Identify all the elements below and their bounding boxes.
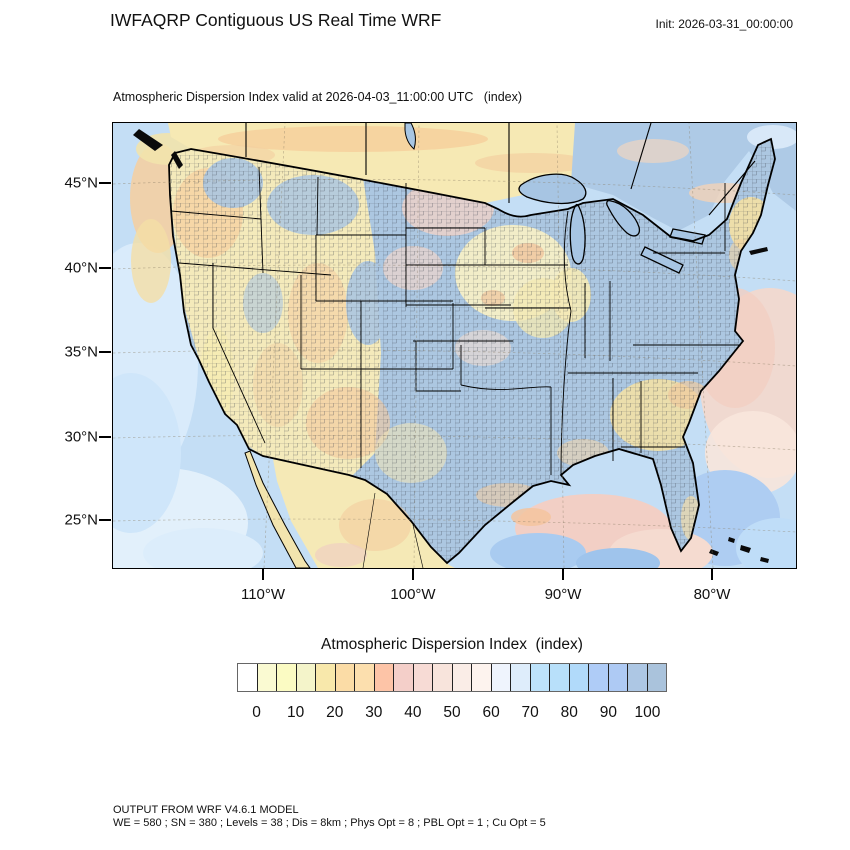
vancouver-island bbox=[133, 129, 163, 151]
colorbar-cell bbox=[646, 664, 666, 691]
colorbar-title: Atmospheric Dispersion Index (index) bbox=[321, 636, 583, 653]
bahamas bbox=[709, 537, 769, 563]
colorbar-tick-label: 90 bbox=[599, 704, 617, 721]
y-axis-tick bbox=[99, 267, 111, 269]
x-axis-label: 80°W bbox=[693, 586, 731, 603]
graticule bbox=[113, 123, 796, 568]
y-axis-tick bbox=[99, 519, 111, 521]
colorbar-cell bbox=[510, 664, 530, 691]
colorbar-cell bbox=[607, 664, 627, 691]
colorbar-cell bbox=[529, 664, 549, 691]
long-island bbox=[749, 247, 768, 255]
x-axis-label: 110°W bbox=[240, 586, 286, 603]
x-axis-tick bbox=[711, 568, 713, 580]
islands bbox=[133, 129, 769, 563]
colorbar-cell bbox=[568, 664, 588, 691]
x-axis-label: 100°W bbox=[390, 586, 436, 603]
colorbar-cell bbox=[256, 664, 276, 691]
y-axis-tick bbox=[99, 351, 111, 353]
colorbar bbox=[237, 663, 667, 692]
colorbar-tick-label: 30 bbox=[365, 704, 383, 721]
colorbar-tick-label: 60 bbox=[482, 704, 500, 721]
colorbar-tick-label: 50 bbox=[443, 704, 461, 721]
lake-winnipeg bbox=[404, 123, 416, 150]
y-axis-label: 30°N bbox=[64, 428, 98, 446]
x-axis-tick bbox=[412, 568, 414, 580]
colorbar-cell bbox=[373, 664, 393, 691]
y-axis-label: 35°N bbox=[64, 343, 98, 361]
state-boundaries bbox=[170, 166, 741, 476]
colorbar-tick-label: 0 bbox=[252, 704, 261, 721]
y-axis-label: 40°N bbox=[64, 259, 98, 277]
colorbar-cell bbox=[627, 664, 647, 691]
colorbar-cell bbox=[334, 664, 354, 691]
y-axis-tick bbox=[99, 182, 111, 184]
great-lakes bbox=[404, 123, 706, 274]
colorbar-cell bbox=[276, 664, 296, 691]
dispersion-map-svg bbox=[113, 123, 796, 568]
colorbar-tick-label: 10 bbox=[287, 704, 305, 721]
mexico-layer bbox=[244, 450, 455, 568]
colorbar-cell bbox=[471, 664, 491, 691]
colorbar-tick-label: 20 bbox=[326, 704, 344, 721]
conus-outline bbox=[168, 137, 776, 565]
colorbar-tick-label: 80 bbox=[560, 704, 578, 721]
colorbar-cell bbox=[315, 664, 335, 691]
colorbar-cell bbox=[295, 664, 315, 691]
colorbar-cell bbox=[238, 664, 257, 691]
x-axis-tick bbox=[262, 568, 264, 580]
y-axis-tick bbox=[99, 436, 111, 438]
colorbar-tick-label: 100 bbox=[634, 704, 661, 721]
colorbar-cell bbox=[490, 664, 510, 691]
init-timestamp: Init: 2026-03-31_00:00:00 bbox=[655, 17, 793, 31]
map-panel bbox=[112, 122, 797, 569]
model-output-note: OUTPUT FROM WRF V4.6.1 MODEL bbox=[113, 804, 299, 816]
page-title: IWFAQRP Contiguous US Real Time WRF bbox=[110, 10, 442, 30]
colorbar-cell bbox=[354, 664, 374, 691]
colorbar-cell bbox=[588, 664, 608, 691]
puget-sound bbox=[171, 151, 183, 169]
canada-layer bbox=[168, 123, 796, 231]
valid-time-subtitle: Atmospheric Dispersion Index valid at 20… bbox=[113, 90, 523, 104]
model-config-note: WE = 580 ; SN = 380 ; Levels = 38 ; Dis … bbox=[113, 817, 546, 829]
colorbar-cell bbox=[432, 664, 452, 691]
y-axis-label: 45°N bbox=[64, 174, 98, 192]
colorbar-cell bbox=[412, 664, 432, 691]
colorbar-tick-label: 70 bbox=[521, 704, 539, 721]
y-axis-label: 25°N bbox=[64, 511, 98, 529]
colorbar-cell bbox=[393, 664, 413, 691]
colorbar-tick-label: 40 bbox=[404, 704, 422, 721]
colorbar-cell bbox=[549, 664, 569, 691]
colorbar-cell bbox=[451, 664, 471, 691]
x-axis-label: 90°W bbox=[544, 586, 582, 603]
x-axis-tick bbox=[562, 568, 564, 580]
